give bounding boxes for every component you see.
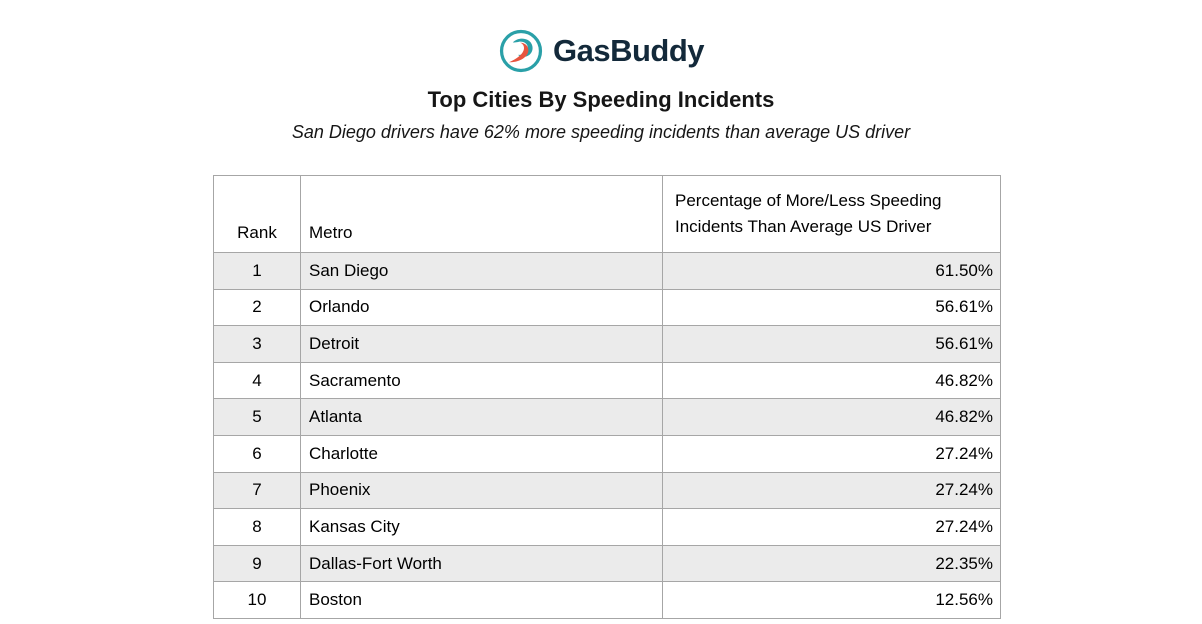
page-subtitle: San Diego drivers have 62% more speeding…	[291, 122, 911, 142]
cell-rank: 9	[213, 544, 301, 583]
table-row: 1 San Diego 61.50%	[213, 252, 1001, 290]
table-row: 3 Detroit 56.61%	[213, 325, 1001, 363]
cell-percentage: 27.24%	[662, 471, 1001, 510]
cell-rank: 10	[213, 581, 301, 619]
speeding-incidents-table: Rank Metro Percentage of More/Less Speed…	[213, 175, 1001, 619]
cell-metro: Charlotte	[300, 434, 663, 473]
table-header-row: Rank Metro Percentage of More/Less Speed…	[213, 175, 1001, 253]
page-title: Top Cities By Speeding Incidents	[427, 87, 775, 112]
table-row: 4 Sacramento 46.82%	[213, 361, 1001, 400]
cell-percentage: 56.61%	[662, 288, 1001, 327]
cell-rank: 7	[213, 471, 301, 510]
cell-metro: Sacramento	[300, 361, 663, 400]
cell-rank: 8	[213, 508, 301, 546]
cell-metro: Dallas-Fort Worth	[300, 544, 663, 583]
gasbuddy-logo: GasBuddy	[0, 0, 1202, 74]
cell-rank: 3	[213, 325, 301, 363]
cell-percentage: 61.50%	[662, 252, 1001, 290]
cell-metro: Detroit	[300, 325, 663, 363]
table-row: 6 Charlotte 27.24%	[213, 434, 1001, 473]
cell-percentage: 46.82%	[662, 398, 1001, 436]
cell-rank: 6	[213, 434, 301, 473]
cell-metro: Phoenix	[300, 471, 663, 510]
cell-percentage: 12.56%	[662, 581, 1001, 619]
cell-percentage: 22.35%	[662, 544, 1001, 583]
cell-rank: 4	[213, 361, 301, 400]
gasbuddy-road-icon	[498, 28, 544, 74]
cell-rank: 5	[213, 398, 301, 436]
table-row: 10 Boston 12.56%	[213, 581, 1001, 619]
cell-percentage: 27.24%	[662, 508, 1001, 546]
column-header-percentage: Percentage of More/Less Speeding Inciden…	[662, 175, 1001, 253]
cell-percentage: 56.61%	[662, 325, 1001, 363]
cell-metro: Atlanta	[300, 398, 663, 436]
speeding-table-container: Rank Metro Percentage of More/Less Speed…	[213, 175, 1001, 619]
table-row: 9 Dallas-Fort Worth 22.35%	[213, 544, 1001, 583]
table-row: 7 Phoenix 27.24%	[213, 471, 1001, 510]
cell-metro: Orlando	[300, 288, 663, 327]
cell-percentage: 27.24%	[662, 434, 1001, 473]
table-row: 8 Kansas City 27.24%	[213, 508, 1001, 546]
table-row: 2 Orlando 56.61%	[213, 288, 1001, 327]
cell-metro: Boston	[300, 581, 663, 619]
gasbuddy-wordmark: GasBuddy	[552, 33, 705, 68]
cell-percentage: 46.82%	[662, 361, 1001, 400]
cell-metro: Kansas City	[300, 508, 663, 546]
cell-rank: 2	[213, 288, 301, 327]
cell-rank: 1	[213, 252, 301, 290]
table-row: 5 Atlanta 46.82%	[213, 398, 1001, 436]
column-header-metro: Metro	[300, 175, 663, 253]
cell-metro: San Diego	[300, 252, 663, 290]
column-header-rank: Rank	[213, 175, 301, 253]
